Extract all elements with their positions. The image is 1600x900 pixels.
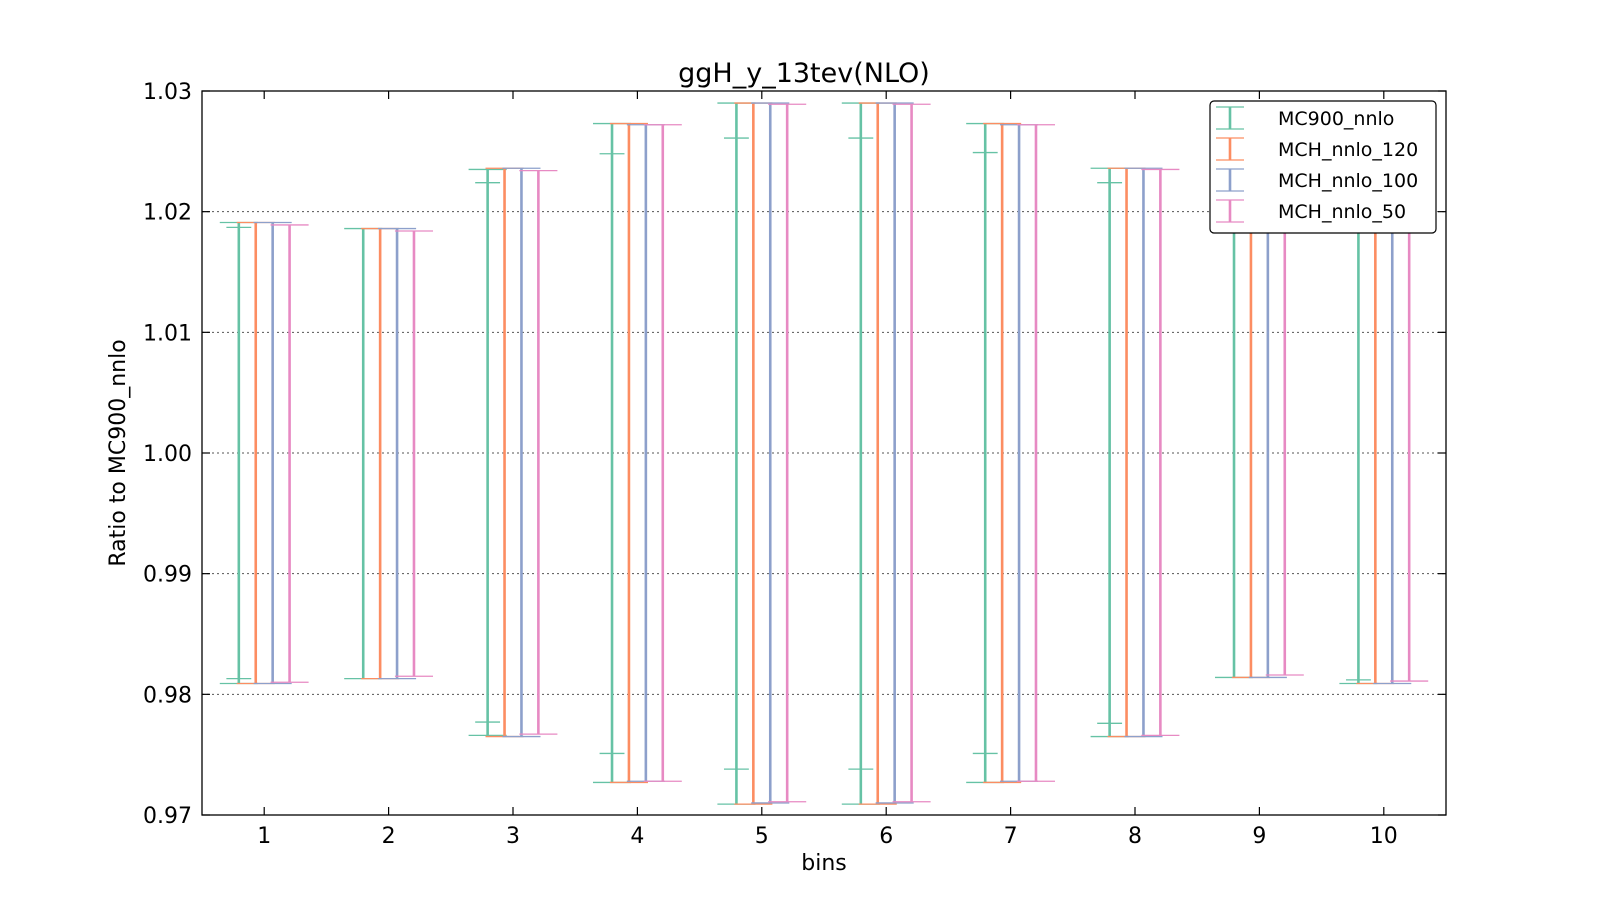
x-tick-label: 1 <box>257 824 271 849</box>
legend-label: MC900_nnlo <box>1278 108 1394 130</box>
error-bars <box>219 102 1429 805</box>
y-tick-label: 1.03 <box>143 80 192 105</box>
y-tick-label: 0.97 <box>143 804 192 829</box>
x-tick-label: 2 <box>382 824 396 849</box>
y-tick-label: 1.01 <box>143 321 192 346</box>
legend-label: MCH_nnlo_100 <box>1278 170 1418 192</box>
legend-label: MCH_nnlo_50 <box>1278 201 1406 223</box>
x-axis-label: bins <box>801 851 846 876</box>
x-tick-label: 8 <box>1128 824 1142 849</box>
x-tick-label: 6 <box>879 824 893 849</box>
chart-title: ggH_y_13tev(NLO) <box>678 58 930 89</box>
legend-label: MCH_nnlo_120 <box>1278 139 1418 161</box>
x-tick-label: 3 <box>506 824 520 849</box>
y-axis-label: Ratio to MC900_nnlo <box>106 339 131 566</box>
x-tick-label: 7 <box>1004 824 1018 849</box>
y-tick-label: 0.99 <box>143 563 192 588</box>
legend: MC900_nnlo MCH_nnlo_120 MCH_nnlo_100 MCH_nn… <box>1209 100 1437 234</box>
y-tick-label: 0.98 <box>143 683 192 708</box>
y-tick-label: 1.00 <box>143 442 192 467</box>
y-tick-label: 1.02 <box>143 201 192 226</box>
x-axis: 1 2 3 4 5 6 7 8 9 10 <box>257 91 1398 849</box>
y-axis: 0.97 0.98 0.99 1.00 1.01 1.02 1.03 <box>143 80 1446 829</box>
x-tick-label: 9 <box>1252 824 1266 849</box>
x-tick-label: 4 <box>630 824 644 849</box>
x-tick-label: 10 <box>1370 824 1398 849</box>
legend-box <box>1209 100 1437 234</box>
x-tick-label: 5 <box>755 824 769 849</box>
